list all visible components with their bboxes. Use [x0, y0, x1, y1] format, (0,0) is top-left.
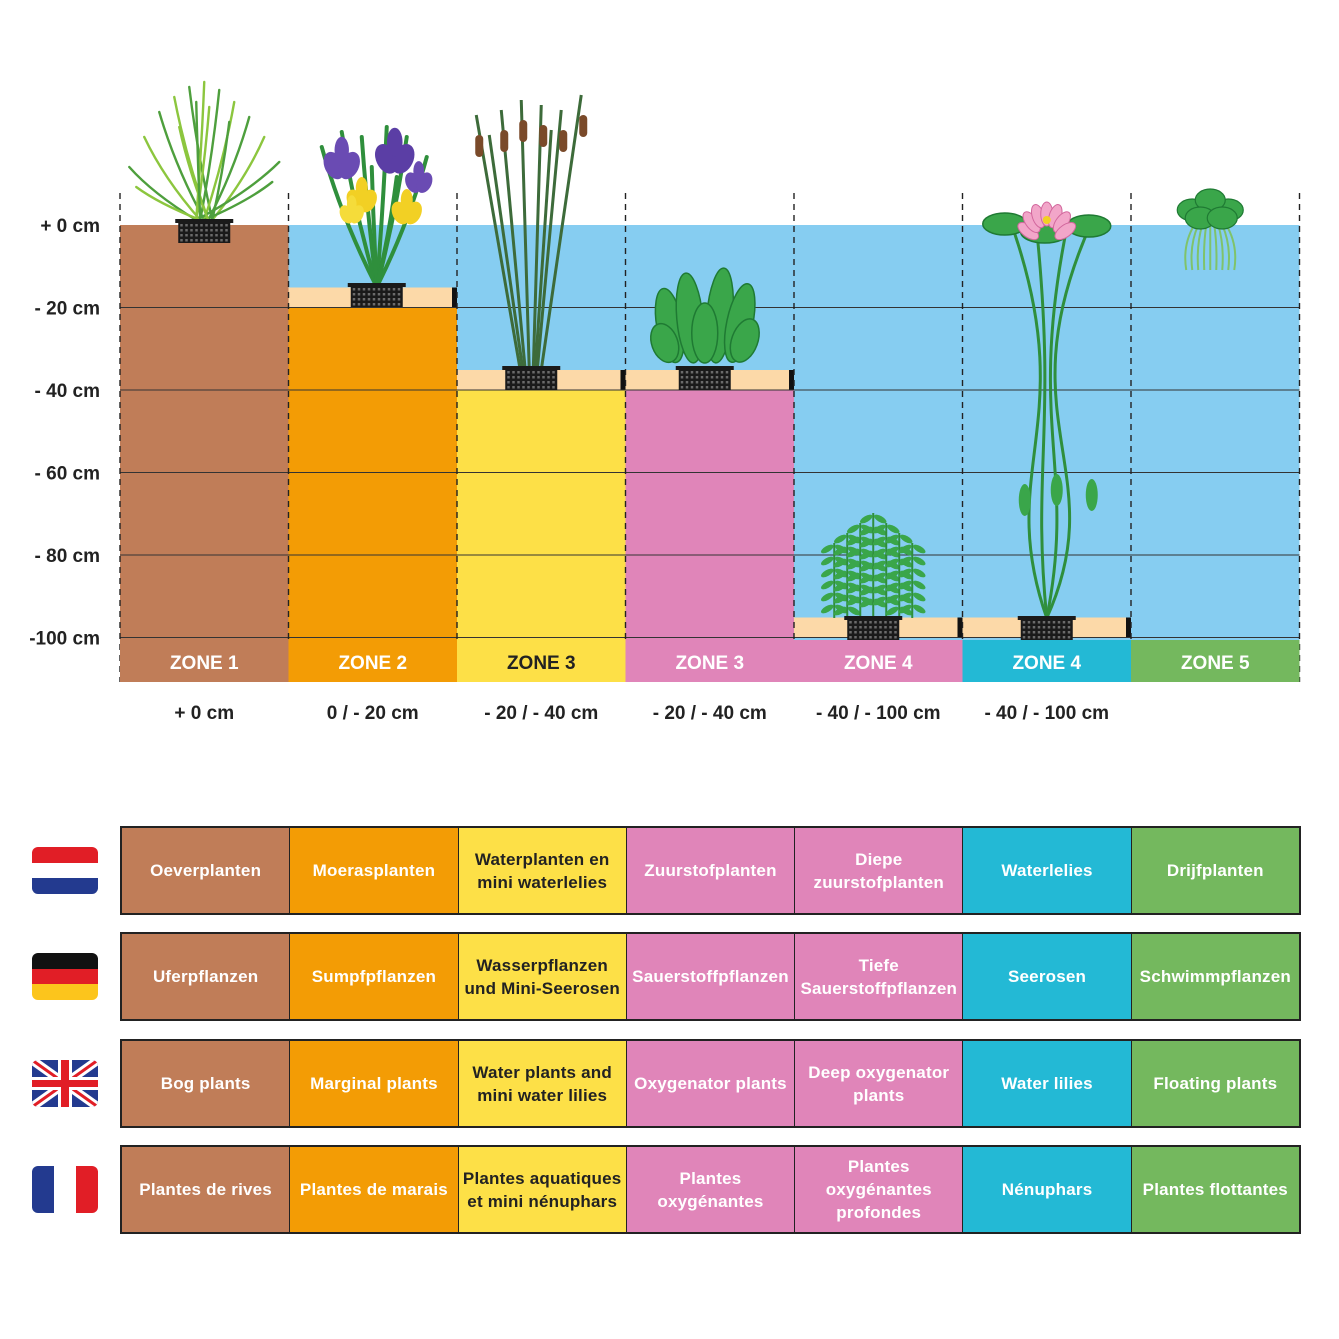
plant-name-cell: Plantes de marais [290, 1147, 459, 1232]
zone-label-band [625, 640, 794, 682]
zone-depth-range: - 20 / - 40 cm [653, 703, 767, 724]
plant-name-row: Oeverplanten Moerasplanten Waterplanten en… [120, 826, 1301, 915]
plant-name-cell: Sauerstoffpflanzen [626, 934, 796, 1019]
plant-name-cell: Plantes de rives [122, 1147, 291, 1232]
plant-name-cell: Tiefe Sauerstoffpflanzen [795, 934, 964, 1019]
plant-name-cell: Oeverplanten [122, 828, 291, 913]
zone-floor-block [625, 390, 794, 640]
shelf-edge [1126, 617, 1131, 638]
plant-name-cell: Uferpflanzen [122, 934, 291, 1019]
zone-label: ZONE 4 [844, 653, 913, 674]
zone-label: ZONE 3 [507, 653, 576, 674]
plant-name-cell: Deep oxygenator plants [795, 1041, 964, 1126]
iris-icon [319, 125, 433, 289]
shelf-edge [620, 370, 626, 390]
zone-depth-range: - 20 / - 40 cm [484, 703, 598, 724]
zone-label-band [794, 640, 963, 682]
oxygenator-icon [649, 267, 760, 364]
plant-basket-icon [175, 219, 234, 243]
depth-axis-label: - 40 cm [35, 381, 100, 402]
grass-icon [128, 80, 281, 222]
plant-name-cell: Plantes oxygénantes profondes [795, 1147, 964, 1232]
zone-label-band [120, 640, 289, 682]
plant-name-cell: Waterlelies [963, 828, 1132, 913]
plant-name-row: Plantes de rives Plantes de marais Plantes… [120, 1145, 1301, 1234]
plant-name-row: Bog plants Marginal plants Water plants an… [120, 1039, 1301, 1128]
plant-name-cell: Nénuphars [963, 1147, 1132, 1232]
plant-name-cell: Wasserpflanzen und Mini-Seerosen [458, 934, 627, 1019]
depth-axis-label: - 80 cm [35, 546, 100, 567]
zone-label-band [288, 640, 457, 682]
zone-label: ZONE 5 [1181, 653, 1250, 674]
zone-label: ZONE 3 [675, 653, 744, 674]
cattail-icon [474, 94, 588, 371]
plant-name-cell: Plantes oxygénantes [626, 1147, 796, 1232]
plant-basket-icon [1017, 616, 1076, 640]
plant-name-cell: Waterplanten en mini waterlelies [458, 828, 627, 913]
plant-name-cell: Water lilies [963, 1041, 1132, 1126]
shelf-edge [452, 287, 457, 308]
plant-name-cell: Water plants and mini water lilies [458, 1041, 627, 1126]
zone-label: ZONE 4 [1012, 653, 1081, 674]
plant-basket-icon [675, 366, 734, 390]
plant-name-row: Uferpflanzen Sumpfpflanzen Wasserpflanzen … [120, 932, 1301, 1021]
plant-name-cell: Moerasplanten [290, 828, 459, 913]
plant-basket-icon [844, 616, 903, 640]
plant-name-cell: Marginal plants [290, 1041, 459, 1126]
zone-depth-range: + 0 cm [174, 703, 234, 724]
plant-name-cell: Oxygenator plants [626, 1041, 796, 1126]
plant-name-cell: Plantes flottantes [1131, 1147, 1299, 1232]
zone-depth-range: 0 / - 20 cm [327, 703, 419, 724]
zone-depth-range: - 40 / - 100 cm [816, 703, 941, 724]
zone-floor-block [457, 390, 626, 640]
depth-axis-label: - 20 cm [35, 299, 100, 320]
depth-axis-label: - 60 cm [35, 464, 100, 485]
zone-label-band [457, 640, 626, 682]
plant-basket-icon [347, 283, 406, 307]
zone-floor-block [120, 225, 289, 640]
plant-name-cell: Zuurstofplanten [626, 828, 796, 913]
plant-name-cell: Schwimmpflanzen [1131, 934, 1299, 1019]
plant-basket-icon [502, 366, 561, 390]
zone-label-band [962, 640, 1131, 682]
zone-depth-range: - 40 / - 100 cm [984, 703, 1109, 724]
zone-label-band [1131, 640, 1300, 682]
depth-axis-label: -100 cm [29, 629, 100, 650]
deep-oxygenator-icon [821, 513, 926, 618]
depth-axis-label: + 0 cm [40, 216, 100, 237]
plant-name-cell: Floating plants [1131, 1041, 1299, 1126]
zone-label: ZONE 2 [338, 653, 407, 674]
shelf-edge [789, 370, 794, 390]
plant-name-cell: Seerosen [963, 934, 1132, 1019]
plant-name-cell: Bog plants [122, 1041, 291, 1126]
zone-label: ZONE 1 [170, 653, 239, 674]
plant-name-cell: Sumpfpflanzen [290, 934, 459, 1019]
shelf-edge [957, 617, 963, 638]
water-lily-icon [982, 201, 1112, 619]
plant-name-cell: Plantes aquatiques et mini nénuphars [458, 1147, 627, 1232]
floating-plant-icon [1176, 188, 1244, 271]
plant-name-cell: Drijfplanten [1131, 828, 1299, 913]
plant-name-cell: Diepe zuurstofplanten [795, 828, 964, 913]
zone-floor-block [288, 307, 457, 640]
